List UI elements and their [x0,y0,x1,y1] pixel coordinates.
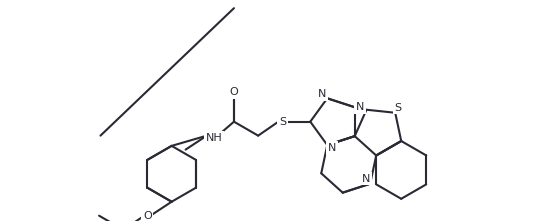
Text: N: N [362,174,370,184]
Text: S: S [279,117,286,127]
Text: N: N [355,102,364,112]
Text: S: S [395,103,402,113]
Text: N: N [318,89,326,99]
Text: O: O [230,87,239,97]
Text: NH: NH [205,133,222,143]
Text: N: N [328,143,336,153]
Text: O: O [143,211,152,221]
